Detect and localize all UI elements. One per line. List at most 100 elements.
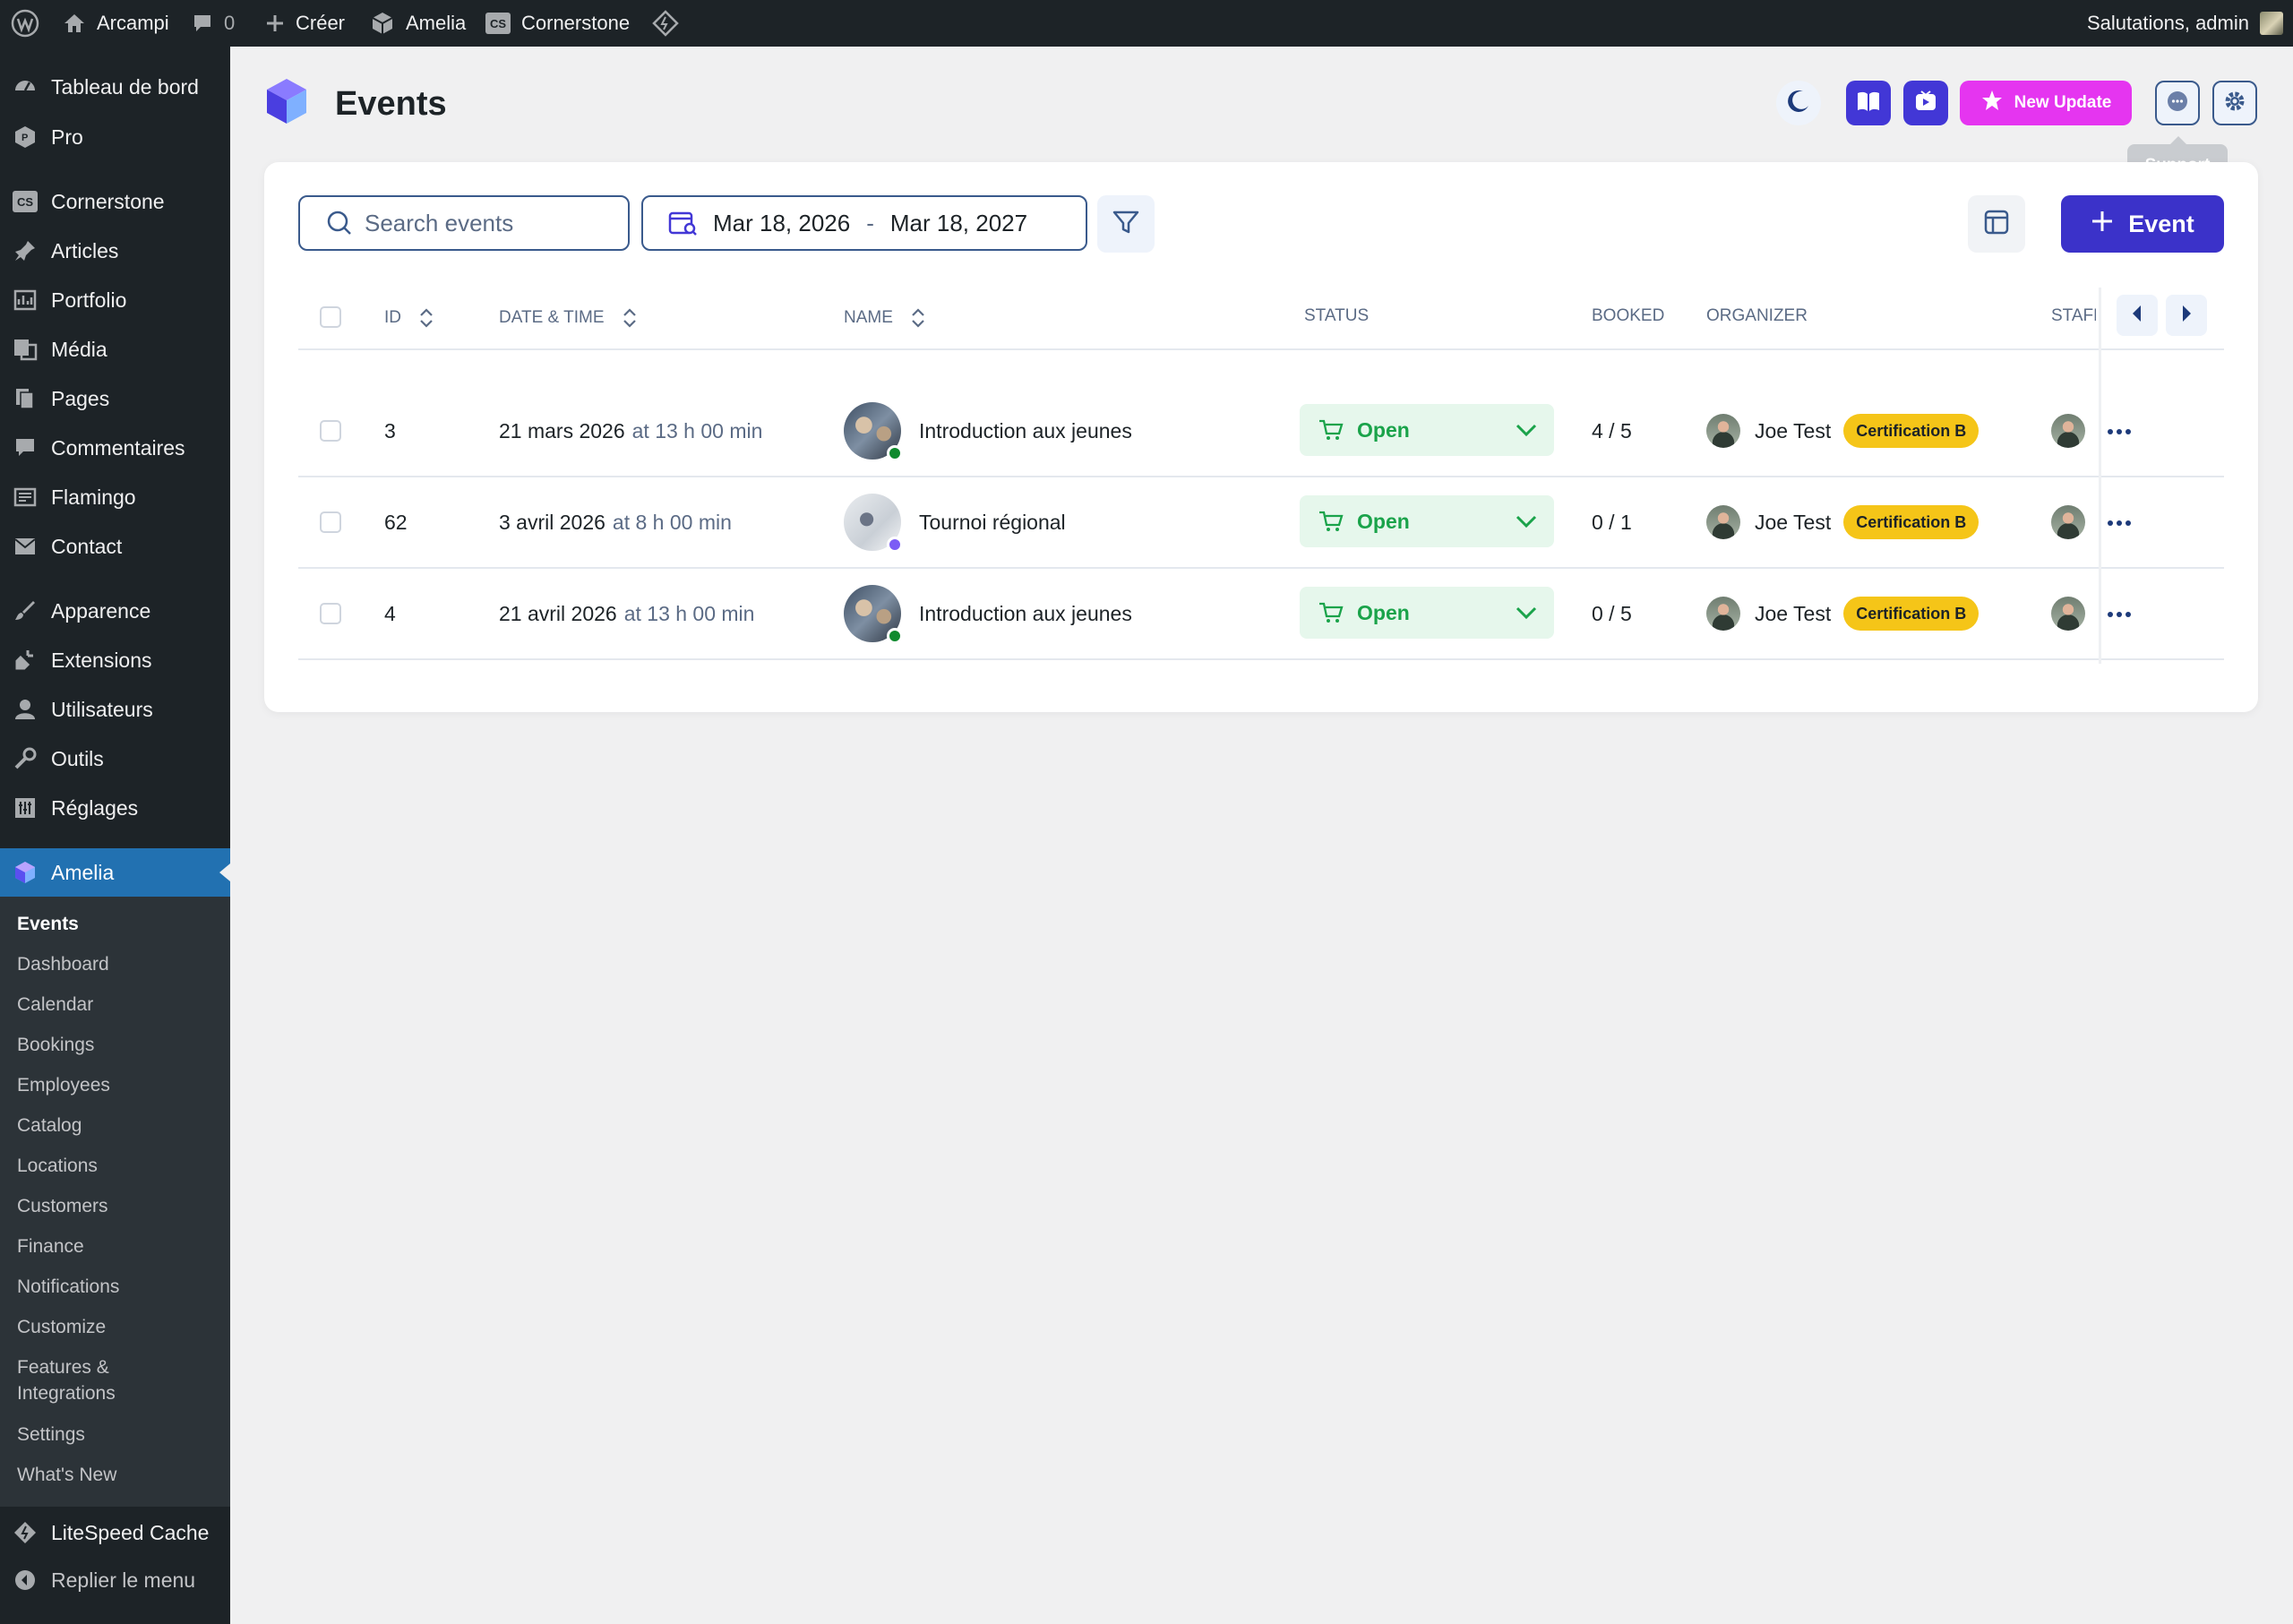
column-header-label: NAME <box>844 308 893 327</box>
sidebar-item-users[interactable]: Utilisateurs <box>0 685 230 734</box>
submenu-features-line-2: Integrations <box>17 1383 116 1404</box>
row-actions-button[interactable] <box>2104 508 2134 538</box>
table-columns-button[interactable] <box>1968 195 2025 253</box>
organizer-name: Joe Test <box>1755 510 1832 534</box>
status-dropdown[interactable]: Open <box>1300 587 1554 639</box>
submenu-features-integrations[interactable]: Features & Integrations <box>17 1354 116 1406</box>
column-header-date-time[interactable]: DATE & TIME <box>499 306 639 330</box>
dashboard-icon <box>12 73 39 100</box>
dark-mode-toggle[interactable] <box>1776 81 1821 125</box>
add-event-button[interactable]: Event <box>2061 195 2224 253</box>
amelia-submenu: Events Dashboard Calendar Bookings Emplo… <box>0 897 230 1507</box>
video-icon <box>1913 89 1938 118</box>
table-row[interactable]: 3 21 mars 2026 at 13 h 00 min Introducti… <box>298 386 2224 477</box>
sidebar-item-extensions[interactable]: Extensions <box>0 636 230 684</box>
column-header-label: ORGANIZER <box>1706 306 1808 325</box>
row-checkbox[interactable] <box>320 420 341 442</box>
amelia-admin-link[interactable]: Amelia <box>370 0 466 47</box>
row-checkbox[interactable] <box>320 603 341 624</box>
new-update-button[interactable]: New Update <box>1960 81 2132 125</box>
submenu-locations[interactable]: Locations <box>17 1156 98 1176</box>
submenu-notifications[interactable]: Notifications <box>17 1276 120 1297</box>
sidebar-item-appearance[interactable]: Apparence <box>0 587 230 635</box>
docs-button[interactable] <box>1846 81 1891 125</box>
column-header-id[interactable]: ID <box>384 306 435 330</box>
sort-icon[interactable] <box>909 306 927 330</box>
submenu-dashboard[interactable]: Dashboard <box>17 954 109 975</box>
submenu-finance[interactable]: Finance <box>17 1236 84 1257</box>
table-row[interactable]: 4 21 avril 2026 at 13 h 00 min Introduct… <box>298 569 2224 660</box>
status-dropdown[interactable]: Open <box>1300 495 1554 547</box>
organizer-cell: Joe Test Certification B <box>1706 569 1980 658</box>
video-tutorials-button[interactable] <box>1903 81 1948 125</box>
submenu-customize[interactable]: Customize <box>17 1317 107 1337</box>
wordpress-logo-icon[interactable] <box>11 0 39 47</box>
event-name-cell[interactable]: Introduction aux jeunes <box>844 386 1132 476</box>
sidebar-item-label: Réglages <box>51 795 139 820</box>
amelia-icon <box>370 11 395 36</box>
submenu-settings[interactable]: Settings <box>17 1424 85 1445</box>
sidebar-item-articles[interactable]: Articles <box>0 227 230 275</box>
wrench-icon <box>12 745 39 772</box>
event-id: 3 <box>384 418 396 443</box>
chevron-down-icon <box>1515 423 1538 437</box>
site-name-link[interactable]: Arcampi <box>63 0 169 47</box>
column-header-name[interactable]: NAME <box>844 306 927 330</box>
sidebar-item-media[interactable]: Média <box>0 325 230 374</box>
row-actions-button[interactable] <box>2104 599 2134 630</box>
sidebar-item-cornerstone[interactable]: CS Cornerstone <box>0 177 230 226</box>
sidebar-item-flamingo[interactable]: Flamingo <box>0 473 230 521</box>
sort-icon[interactable] <box>417 306 435 330</box>
sidebar-item-contact[interactable]: Contact <box>0 522 230 571</box>
organizer-name: Joe Test <box>1755 418 1832 443</box>
status-dropdown[interactable]: Open <box>1300 404 1554 456</box>
sidebar-item-litespeed[interactable]: LiteSpeed Cache <box>0 1508 230 1557</box>
event-name-cell[interactable]: Introduction aux jeunes <box>844 569 1132 658</box>
submenu-customers[interactable]: Customers <box>17 1196 108 1216</box>
select-all-checkbox-wrap[interactable] <box>320 306 341 328</box>
sidebar-item-pro[interactable]: P Pro <box>0 113 230 161</box>
sidebar-item-portfolio[interactable]: Portfolio <box>0 276 230 324</box>
litespeed-icon[interactable] <box>652 0 679 47</box>
status-label: Open <box>1357 509 1410 533</box>
sidebar-item-dashboard[interactable]: Tableau de bord <box>0 63 230 111</box>
organizer-avatar <box>1706 505 1740 539</box>
select-all-checkbox[interactable] <box>320 306 341 328</box>
filter-button[interactable] <box>1097 195 1155 253</box>
support-button[interactable] <box>2155 81 2200 125</box>
submenu-whats-new[interactable]: What's New <box>17 1465 117 1485</box>
row-actions-button[interactable] <box>2104 417 2134 447</box>
scroll-left-button[interactable] <box>2117 295 2158 336</box>
cornerstone-link[interactable]: CS Cornerstone <box>485 0 630 47</box>
submenu-employees[interactable]: Employees <box>17 1075 110 1096</box>
sort-icon[interactable] <box>621 306 639 330</box>
organizer-avatar <box>1706 414 1740 448</box>
submenu-bookings[interactable]: Bookings <box>17 1035 95 1055</box>
sidebar-item-comments[interactable]: Commentaires <box>0 424 230 472</box>
submenu-events[interactable]: Events <box>17 914 79 934</box>
comments-link[interactable]: 0 <box>192 0 235 47</box>
event-name: Introduction aux jeunes <box>919 418 1132 443</box>
sidebar-item-pages[interactable]: Pages <box>0 374 230 423</box>
search-input[interactable]: Search events <box>298 195 630 251</box>
admin-bar: Arcampi 0 Créer Amelia CS Cornerstone Sa… <box>0 0 2293 47</box>
submenu-calendar[interactable]: Calendar <box>17 994 94 1015</box>
create-new-menu[interactable]: Créer <box>265 0 345 47</box>
calendar-search-icon <box>668 210 699 236</box>
sidebar-item-amelia[interactable]: Amelia <box>0 848 230 897</box>
row-checkbox[interactable] <box>320 511 341 533</box>
sidebar-item-tools[interactable]: Outils <box>0 735 230 783</box>
settings-button[interactable] <box>2212 81 2257 125</box>
event-name-cell[interactable]: Tournoi régional <box>844 477 1066 567</box>
columns-icon <box>1983 209 2010 240</box>
collapse-arrow-icon <box>12 1567 39 1594</box>
scroll-right-button[interactable] <box>2166 295 2207 336</box>
organizer-avatar <box>1706 597 1740 631</box>
my-account-menu[interactable]: Salutations, admin <box>2087 0 2283 47</box>
submenu-catalog[interactable]: Catalog <box>17 1115 82 1136</box>
table-row[interactable]: 62 3 avril 2026 at 8 h 00 min Tournoi ré… <box>298 477 2224 569</box>
date-range-picker[interactable]: Mar 18, 2026 - Mar 18, 2027 <box>641 195 1087 251</box>
collapse-menu-button[interactable]: Replier le menu <box>0 1556 230 1604</box>
pin-icon <box>12 237 39 264</box>
sidebar-item-settings[interactable]: Réglages <box>0 784 230 832</box>
